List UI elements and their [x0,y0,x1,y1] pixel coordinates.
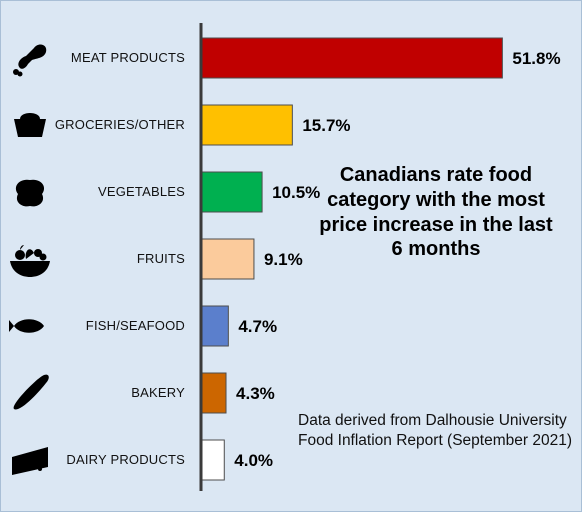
bar-dairy-products [200,439,225,481]
cheese-icon [12,447,48,475]
value-label: 9.1% [264,250,303,269]
value-label: 15.7% [302,116,350,135]
bar-vegetables [200,171,263,213]
bar-fruits [200,238,255,280]
bar-groceries-other [200,104,293,146]
category-label: DAIRY PRODUCTS [66,452,185,467]
value-label: 4.7% [238,317,277,336]
fruit-bowl-icon [10,245,50,277]
drumstick-icon [13,44,47,77]
baguette-icon [13,374,49,410]
bar-bakery [200,372,227,414]
chart-annotation: Canadians rate food category with the mo… [319,164,553,261]
category-label: GROCERIES/OTHER [55,117,185,132]
category-label: FRUITS [137,251,185,266]
fish-icon [9,319,44,333]
bar-fish-seafood [200,305,229,347]
value-label: 4.0% [234,451,273,470]
category-label: MEAT PRODUCTS [71,50,185,65]
category-label: BAKERY [131,385,185,400]
source-note: Data derived from Dalhousie University F… [298,412,572,450]
cabbage-icon [15,179,45,207]
value-label: 10.5% [272,183,320,202]
category-label: FISH/SEAFOOD [86,318,185,333]
bar-meat-products [200,37,503,79]
value-label: 51.8% [512,49,560,68]
value-label: 4.3% [236,384,275,403]
category-label: VEGETABLES [98,184,185,199]
basket-icon [12,113,48,137]
